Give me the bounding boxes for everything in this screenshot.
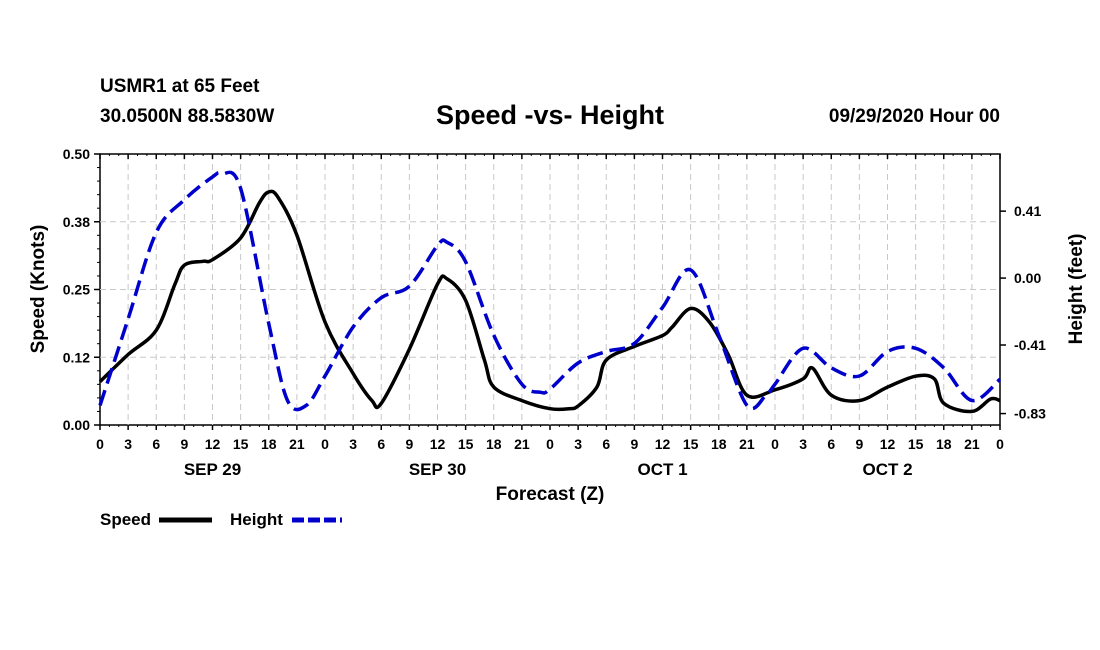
y-tick-label: 0.12 — [63, 349, 90, 365]
speed-series-line — [98, 189, 1001, 414]
x-tick-label: 12 — [430, 436, 446, 452]
x-tick-label: 15 — [683, 436, 699, 452]
x-tick-label: 0 — [996, 436, 1004, 452]
day-label: SEP 30 — [409, 460, 466, 479]
x-tick-label: 6 — [377, 436, 385, 452]
y2-axis-label: Height (feet) — [1066, 234, 1087, 345]
x-tick-label: 9 — [405, 436, 413, 452]
y-tick-label: 0.00 — [63, 417, 90, 433]
x-tick-label: 18 — [486, 436, 502, 452]
x-tick-label: 18 — [711, 436, 727, 452]
y2-tick-label: 0.41 — [1014, 203, 1041, 219]
x-axis-label: Forecast (Z) — [496, 484, 605, 505]
y2-tick-label: -0.41 — [1014, 337, 1046, 353]
x-tick-label: 9 — [180, 436, 188, 452]
y2-tick-label: 0.00 — [1014, 270, 1041, 286]
x-tick-label: 6 — [827, 436, 835, 452]
legend-height-label: Height — [230, 510, 283, 529]
day-label: SEP 29 — [184, 460, 241, 479]
x-tick-label: 15 — [233, 436, 249, 452]
y-tick-label: 0.38 — [63, 214, 90, 230]
x-tick-label: 0 — [96, 436, 104, 452]
run-time: 09/29/2020 Hour 00 — [828, 106, 1000, 127]
x-tick-label: 21 — [289, 436, 305, 452]
x-tick-label: 3 — [124, 436, 132, 452]
x-tick-label: 21 — [739, 436, 755, 452]
x-tick-label: 6 — [152, 436, 160, 452]
y-tick-label: 0.25 — [63, 282, 90, 298]
x-tick-label: 9 — [630, 436, 638, 452]
station-label: USMR1 at 65 Feet — [100, 76, 260, 97]
x-tick-label: 3 — [574, 436, 582, 452]
x-tick-label: 12 — [880, 436, 896, 452]
x-tick-label: 3 — [349, 436, 357, 452]
x-tick-label: 3 — [799, 436, 807, 452]
day-label: OCT 2 — [862, 460, 912, 479]
y-tick-label: 0.50 — [63, 146, 90, 162]
y-axis-label: Speed (Knots) — [28, 225, 49, 354]
x-tick-label: 18 — [936, 436, 952, 452]
x-tick-label: 18 — [261, 436, 277, 452]
legend-speed-label: Speed — [100, 510, 151, 529]
chart-title: Speed -vs- Height — [435, 100, 665, 130]
station-coordinates: 30.0500N 88.5830W — [100, 106, 275, 127]
x-tick-label: 9 — [855, 436, 863, 452]
x-tick-label: 21 — [964, 436, 980, 452]
x-tick-label: 12 — [205, 436, 221, 452]
height-series-line — [98, 170, 1002, 412]
x-tick-label: 21 — [514, 436, 530, 452]
x-tick-label: 12 — [655, 436, 671, 452]
x-tick-label: 0 — [771, 436, 779, 452]
y2-tick-label: -0.83 — [1014, 406, 1046, 422]
x-tick-label: 0 — [321, 436, 329, 452]
x-tick-label: 15 — [908, 436, 924, 452]
day-label: OCT 1 — [637, 460, 687, 479]
x-tick-label: 6 — [602, 436, 610, 452]
x-tick-label: 15 — [458, 436, 474, 452]
x-tick-label: 0 — [546, 436, 554, 452]
